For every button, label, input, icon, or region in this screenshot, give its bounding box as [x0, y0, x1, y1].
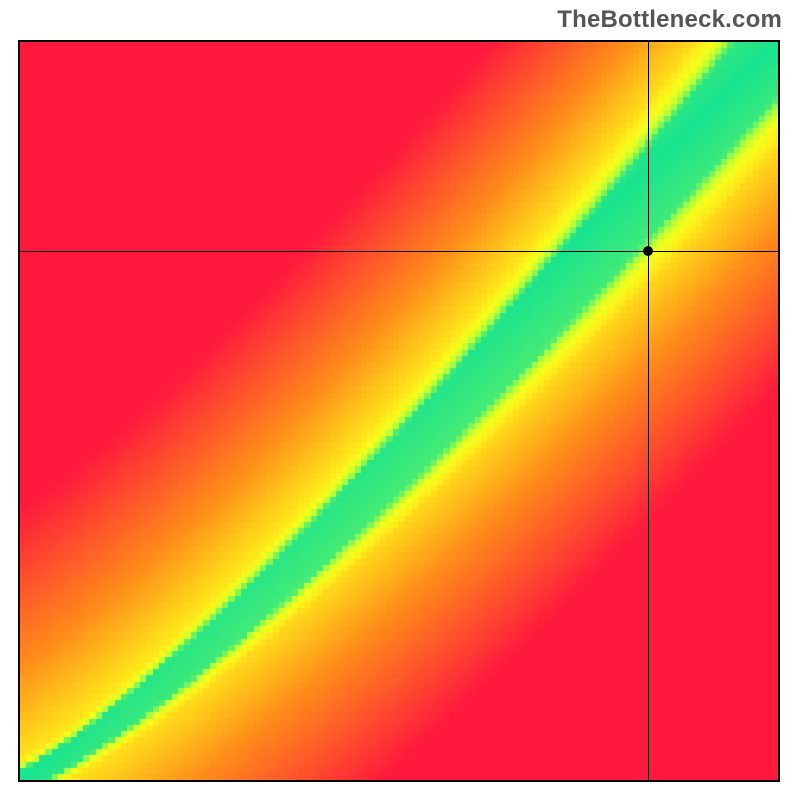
marker-point [643, 246, 653, 256]
crosshair-horizontal [20, 251, 778, 252]
crosshair-vertical [648, 42, 649, 780]
heatmap-canvas [20, 42, 778, 780]
heatmap-plot [18, 40, 780, 782]
attribution-label: TheBottleneck.com [557, 6, 782, 34]
